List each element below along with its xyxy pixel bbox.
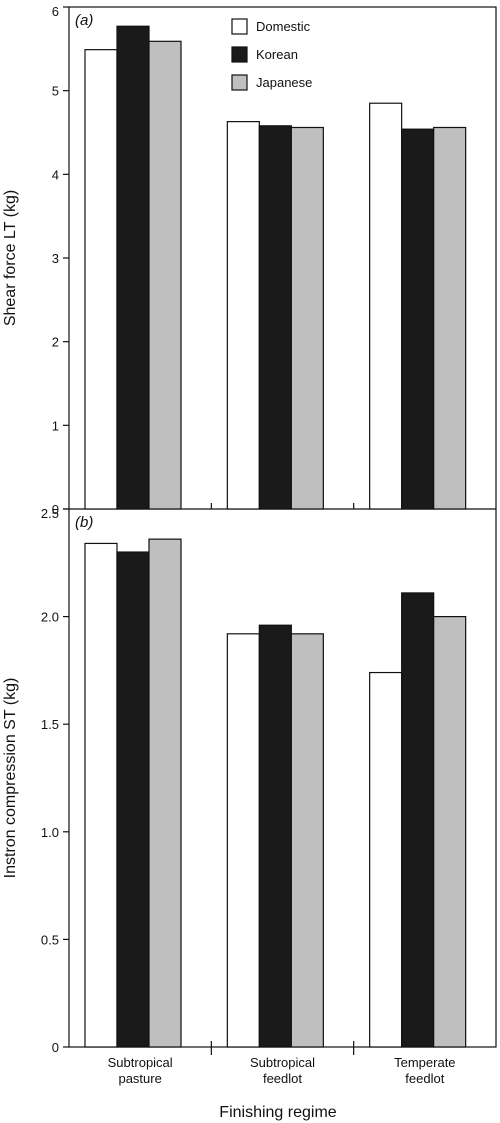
bar-panel2-domestic-3 <box>369 671 403 1048</box>
legend-label-japanese: Japanese <box>256 75 312 90</box>
legend-label-domestic: Domestic <box>256 19 311 34</box>
bar-panel1-japanese-2 <box>290 126 324 510</box>
bar-panel1-domestic-3 <box>369 102 403 510</box>
y-tick-label: 3 <box>52 251 59 266</box>
x-category-label: Temperate <box>394 1055 455 1070</box>
y-tick-label: 1.0 <box>41 825 59 840</box>
legend-swatch-japanese <box>231 74 248 91</box>
bar-panel2-korean-2 <box>258 624 292 1048</box>
x-category-label: feedlot <box>405 1071 444 1086</box>
panel-label: (b) <box>75 514 93 531</box>
bar-panel2-domestic-2 <box>226 633 260 1048</box>
y-axis-title: Shear force LT (kg) <box>2 190 19 326</box>
bar-panel2-domestic-1 <box>84 542 118 1048</box>
x-category-label: pasture <box>118 1071 161 1086</box>
y-tick-label: 1 <box>52 418 59 433</box>
legend-swatch-domestic <box>231 18 248 35</box>
legend-label-korean: Korean <box>256 47 298 62</box>
bar-panel1-korean-3 <box>401 128 435 510</box>
bar-panel2-korean-1 <box>116 551 150 1048</box>
y-axis-title: Instron compression ST (kg) <box>2 678 19 879</box>
y-tick-label: 6 <box>52 4 59 19</box>
y-tick-label: 0 <box>52 502 59 517</box>
bar-panel1-korean-2 <box>258 125 292 510</box>
x-category-label: feedlot <box>263 1071 302 1086</box>
panel-label: (a) <box>75 12 93 29</box>
y-tick-label: 0.5 <box>41 932 59 947</box>
y-tick-label: 1.5 <box>41 717 59 732</box>
y-tick-label: 5 <box>52 84 59 99</box>
bar-panel1-domestic-2 <box>226 121 260 510</box>
bar-panel1-japanese-1 <box>148 40 182 510</box>
y-tick-label: 2 <box>52 335 59 350</box>
chart-marks: 0 1 2 3 4 5 6 (a) Shear force LT (kg) 0 0.5 1.0 1.5 2… <box>2 4 497 1086</box>
bar-panel2-japanese-3 <box>433 615 467 1048</box>
y-tick-label: 2.5 <box>41 506 59 521</box>
legend-swatch-korean <box>231 46 248 63</box>
bar-panel2-japanese-2 <box>290 633 324 1048</box>
y-tick-label: 2.0 <box>41 610 59 625</box>
bar-panel2-korean-3 <box>401 592 435 1048</box>
x-category-label: Subtropical <box>250 1055 315 1070</box>
x-category-label: Subtropical <box>108 1055 173 1070</box>
x-axis-title: Finishing regime <box>219 1104 336 1121</box>
bar-panel1-korean-1 <box>116 25 150 510</box>
y-tick-label: 4 <box>52 167 59 182</box>
bar-panel1-domestic-1 <box>84 49 118 510</box>
bar-panel2-japanese-1 <box>148 538 182 1048</box>
y-tick-label: 0 <box>52 1040 59 1055</box>
bar-panel1-japanese-3 <box>433 126 467 510</box>
